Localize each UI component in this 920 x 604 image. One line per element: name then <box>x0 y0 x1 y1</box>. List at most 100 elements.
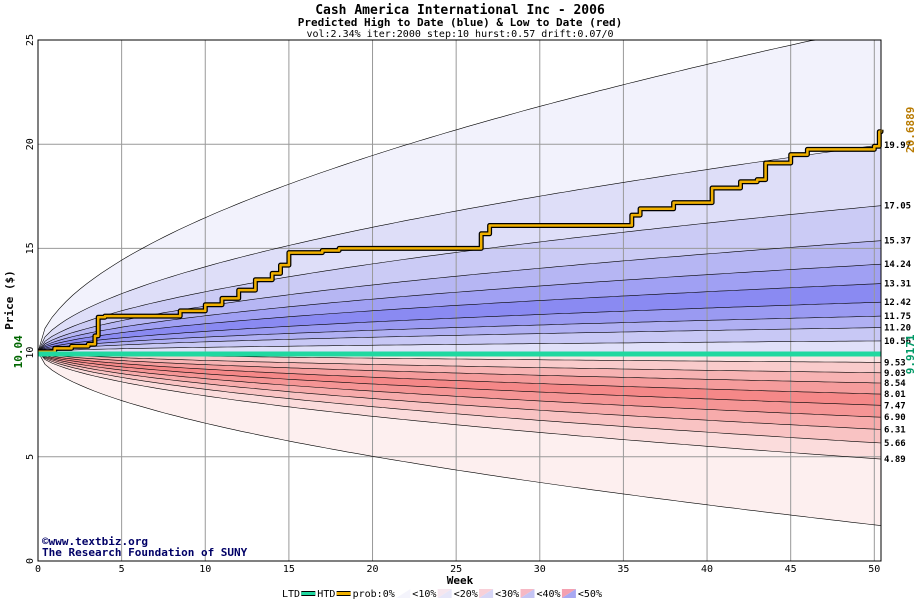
credit-line-1: ©www.textbiz.org <box>42 535 148 548</box>
series-lines <box>38 129 884 357</box>
band-line-4 <box>37 263 882 353</box>
htd-value-label: 20.6889 <box>904 107 917 153</box>
band-line-7 <box>37 315 882 353</box>
band-low-3 <box>38 351 881 395</box>
y-tick-4: 20 <box>25 138 36 150</box>
band-label-high-8: 10.56 <box>884 337 911 347</box>
band-label-high-7: 11.20 <box>884 324 911 334</box>
band-low-9 <box>38 351 881 526</box>
band-label-high-4: 13.31 <box>884 280 911 290</box>
band-low-4 <box>38 351 881 406</box>
band-low-5 <box>38 351 881 418</box>
band-line-14 <box>37 351 882 406</box>
legend-swatch-p30-blue <box>520 589 535 598</box>
y-tick-0: 0 <box>25 558 36 564</box>
x-tick-9: 45 <box>785 564 797 575</box>
band-line-9 <box>37 340 882 353</box>
x-axis-label: Week <box>447 574 474 587</box>
band-line-18 <box>37 351 882 460</box>
legend-swatch-prob0-blue <box>396 589 411 598</box>
band-line-12 <box>37 351 882 384</box>
band-high-7 <box>38 316 881 352</box>
band-high-9 <box>38 340 881 352</box>
legend-label-p20: <20% <box>454 589 478 600</box>
band-low-7 <box>38 351 881 443</box>
legend-label-prob0: prob:0% <box>353 589 395 600</box>
band-low-6 <box>38 351 881 430</box>
legend-label-p40: <40% <box>537 589 561 600</box>
legend-swatch-p10-blue <box>437 589 452 598</box>
band-label-low-4: 7.47 <box>884 401 906 411</box>
band-line-19 <box>37 351 882 526</box>
band-low-2 <box>38 351 881 383</box>
legend-label-htd: HTD <box>317 589 335 600</box>
y-tick-3: 15 <box>25 242 36 254</box>
band-line-6 <box>37 301 882 353</box>
band-high-2 <box>38 205 881 352</box>
band-high-8 <box>38 327 881 352</box>
chart-title: Cash America International Inc - 2006 <box>315 3 605 18</box>
band-label-low-8: 4.89 <box>884 455 906 465</box>
ltd-value-label: 9.9171 <box>904 334 917 374</box>
band-label-high-1: 17.05 <box>884 202 911 212</box>
band-low-1 <box>38 351 881 373</box>
band-label-low-3: 8.01 <box>884 390 906 400</box>
band-label-low-5: 6.90 <box>884 413 906 423</box>
x-tick-10: 50 <box>868 564 880 575</box>
y-tick-2: 10 <box>25 347 36 359</box>
band-line-2 <box>37 205 882 352</box>
legend-swatch-htd <box>336 592 351 595</box>
chart-subtitle: Predicted High to Date (blue) & Low to D… <box>298 16 623 29</box>
x-tick-0: 0 <box>35 564 41 575</box>
legend-label-ltd: LTD <box>282 589 300 600</box>
x-tick-labels: 0 5 10 15 20 25 30 35 40 45 50 <box>35 564 880 575</box>
band-high-3 <box>38 240 881 352</box>
band-line-1 <box>37 144 882 352</box>
x-tick-2: 10 <box>199 564 211 575</box>
band-line-8 <box>37 327 882 353</box>
legend-label-p10: <10% <box>412 589 436 600</box>
band-line-16 <box>37 351 882 430</box>
y-axis-label: Price ($) <box>3 270 16 330</box>
x-tick-5: 25 <box>450 564 462 575</box>
legend-swatch-ltd <box>301 592 316 595</box>
x-tick-7: 35 <box>617 564 629 575</box>
band-high-6 <box>38 302 881 352</box>
band-line-13 <box>37 351 882 395</box>
band-label-high-5: 12.42 <box>884 298 911 308</box>
legend-swatch-p40-blue <box>561 589 576 598</box>
band-high-4 <box>38 264 881 352</box>
series-htd-line <box>38 129 883 354</box>
band-line-17 <box>37 351 882 444</box>
band-label-high-0: 19.97 <box>884 141 911 151</box>
y-tick-labels: 0 5 10 15 20 25 <box>25 34 36 564</box>
legend-label-p50: <50% <box>578 589 602 600</box>
band-label-low-2: 8.54 <box>884 379 906 389</box>
band-line-15 <box>37 351 882 418</box>
chart-params: vol:2.34% iter:2000 step:10 hurst:0.57 d… <box>306 29 613 40</box>
x-tick-6: 30 <box>534 564 546 575</box>
band-line-0 <box>37 39 881 352</box>
band-label-low-6: 6.31 <box>884 425 906 435</box>
legend: LTD HTD prob:0% <10% <20% <30% <40% <50% <box>282 589 602 600</box>
band-line-5 <box>37 283 882 353</box>
x-tick-8: 40 <box>701 564 713 575</box>
band-label-low-0: 9.53 <box>884 358 906 368</box>
y-tick-1: 5 <box>25 454 36 460</box>
band-label-high-3: 14.24 <box>884 260 912 270</box>
band-line-11 <box>37 351 882 374</box>
band-value-labels: 19.97 17.05 15.37 14.24 13.31 12.42 11.75 11.20… <box>884 141 912 465</box>
x-tick-3: 15 <box>283 564 295 575</box>
probability-bands <box>38 40 881 526</box>
band-label-low-1: 9.03 <box>884 369 906 379</box>
y-tick-5: 25 <box>25 34 36 46</box>
x-tick-4: 20 <box>367 564 379 575</box>
band-label-low-7: 5.66 <box>884 439 906 449</box>
plot-frame <box>37 39 882 562</box>
x-tick-1: 5 <box>119 564 125 575</box>
band-label-high-6: 11.75 <box>884 312 911 322</box>
band-high-0 <box>38 40 881 352</box>
band-label-high-2: 15.37 <box>884 237 911 247</box>
